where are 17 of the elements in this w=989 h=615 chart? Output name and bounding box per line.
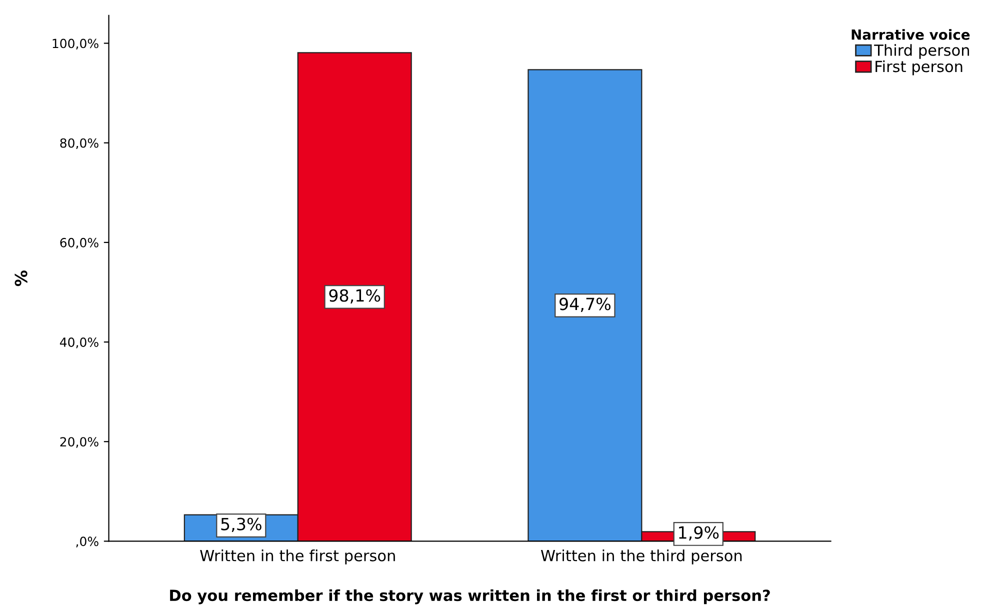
x-axis-title: Do you remember if the story was written in the first or third person? [170,589,770,604]
y-tick-label: 20,0% [60,437,98,448]
data-label: 5,3% [221,518,262,532]
y-tick-label: ,0% [76,536,98,548]
y-tick-label: 60,0% [60,238,98,249]
y-tick-label: 100,0% [52,38,98,50]
legend-label: Third person [874,44,970,59]
y-axis-title: % [14,270,28,286]
y-tick-label: 40,0% [60,337,98,348]
legend-title: Narrative voice [852,29,970,40]
x-tick-label: Written in the third person [540,550,742,564]
data-label: 98,1% [329,289,380,304]
y-tick-label: 80,0% [60,138,98,150]
data-label: 1,9% [679,526,719,541]
legend-label: First person [876,60,962,76]
data-label: 94,7% [560,298,610,312]
x-tick-label: Written in the first person [200,550,395,564]
